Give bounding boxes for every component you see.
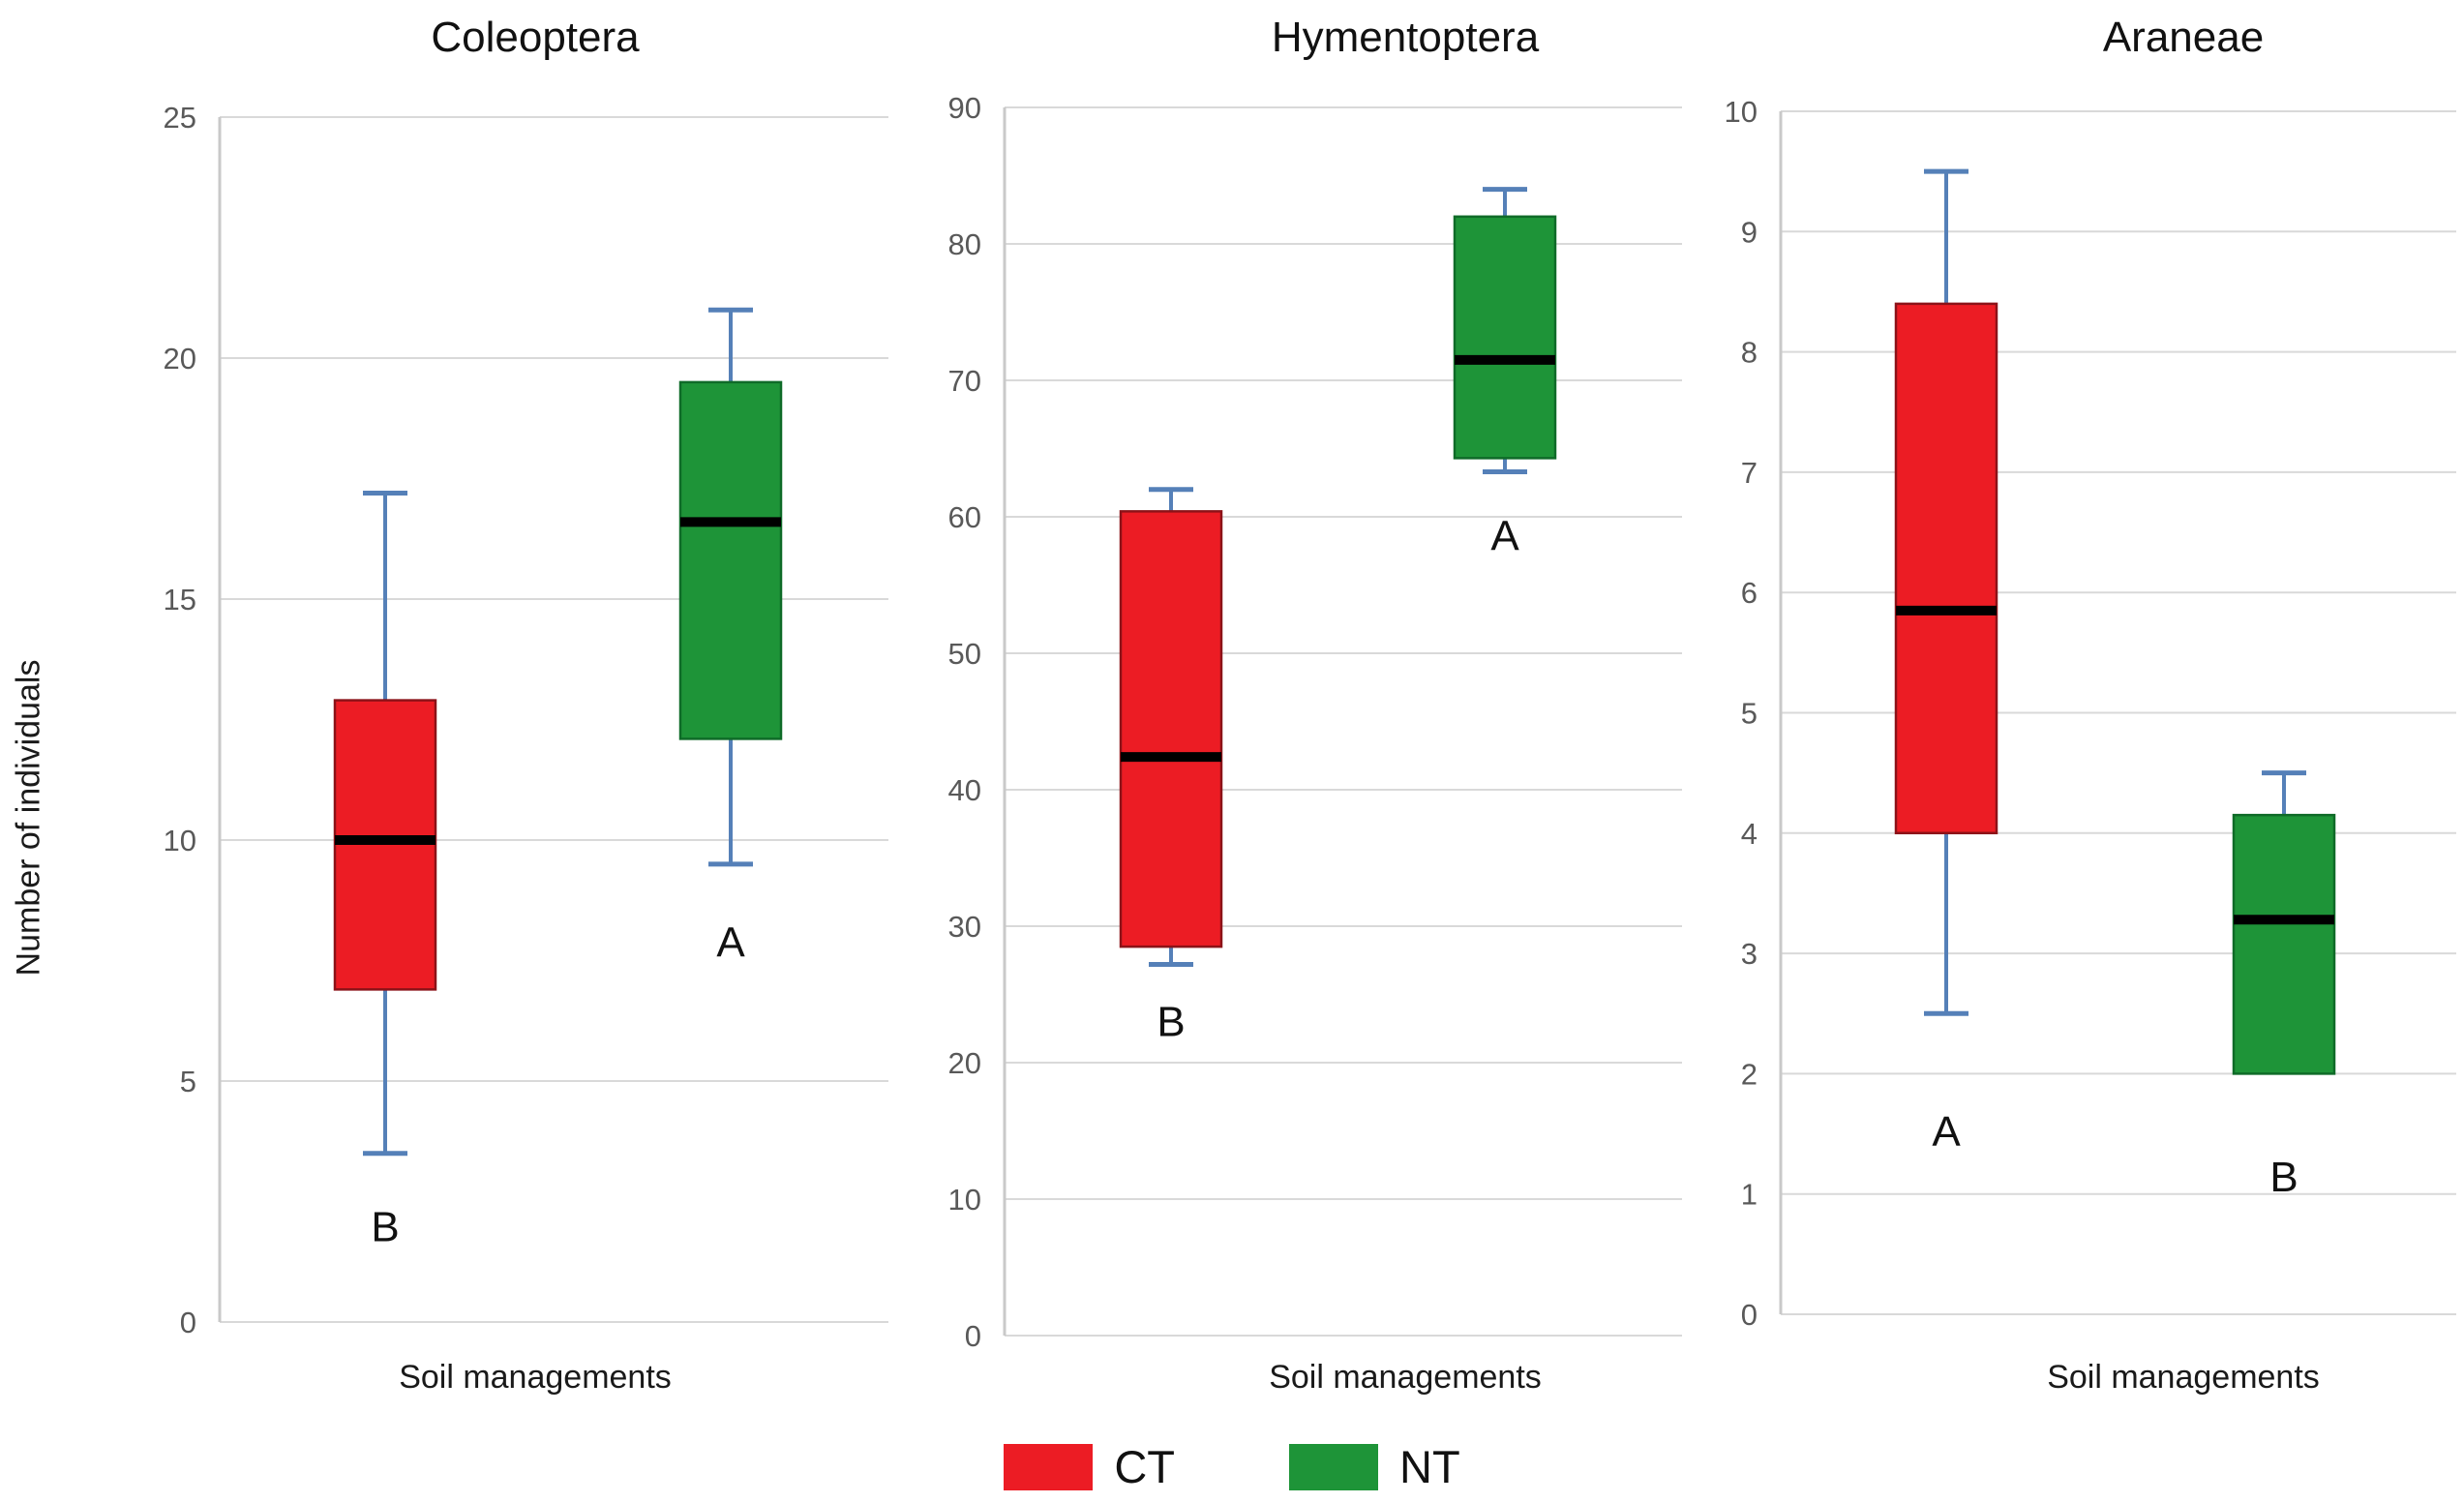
y-tick-label-hymentoptera-50: 50 (948, 637, 981, 671)
y-tick-label-araneae-0: 0 (1741, 1298, 1758, 1332)
iqr-box-nt-coleoptera (678, 380, 783, 740)
y-tick-label-araneae-6: 6 (1741, 576, 1758, 610)
panel-title-coleoptera: Coleoptera (431, 14, 640, 61)
y-tick-label-hymentoptera-90: 90 (948, 91, 981, 125)
legend-label-ct: CT (1114, 1441, 1175, 1492)
box-series-nt-coleoptera: A (678, 307, 783, 967)
significance-label-ct-coleoptera: B (371, 1203, 399, 1250)
box-series-nt-hymentoptera: A (1453, 187, 1557, 559)
legend-item-ct: CT (1004, 1440, 1175, 1493)
x-axis-title-hymentoptera: Soil managements (1269, 1359, 1542, 1396)
legend-swatch-nt (1289, 1443, 1378, 1490)
y-tick-label-hymentoptera-60: 60 (948, 500, 981, 534)
iqr-box-ct-araneae (1894, 302, 1998, 835)
panel-plot-hymentoptera: 0 10 20 30 40 50 60 70 80 90 B A (948, 91, 1682, 1353)
panel-title-hymentoptera: Hymentoptera (1271, 14, 1540, 61)
x-axis-title-araneae: Soil managements (2047, 1359, 2320, 1396)
y-tick-label-araneae-7: 7 (1741, 456, 1758, 490)
significance-label-nt-coleoptera: A (716, 919, 745, 967)
panel-plot-araneae: 0 1 2 3 4 5 6 7 8 9 10 A B (1725, 95, 2456, 1332)
y-tick-label-coleoptera-15: 15 (164, 583, 196, 616)
legend-swatch-ct (1004, 1443, 1094, 1490)
panel-title-araneae: Araneae (2102, 14, 2265, 61)
legend-label-nt: NT (1399, 1441, 1460, 1492)
y-tick-label-hymentoptera-20: 20 (948, 1046, 981, 1080)
y-tick-label-araneae-1: 1 (1741, 1178, 1758, 1212)
y-tick-label-coleoptera-20: 20 (164, 342, 196, 376)
x-axis-title-coleoptera: Soil managements (399, 1359, 672, 1396)
iqr-box-nt-araneae (2232, 813, 2336, 1075)
y-tick-label-araneae-9: 9 (1741, 215, 1758, 249)
y-tick-label-hymentoptera-0: 0 (965, 1319, 981, 1353)
significance-label-ct-hymentoptera: B (1157, 998, 1185, 1045)
box-series-ct-hymentoptera: B (1119, 487, 1223, 1045)
y-tick-label-hymentoptera-80: 80 (948, 227, 981, 261)
y-tick-label-araneae-3: 3 (1741, 937, 1758, 971)
y-tick-label-hymentoptera-40: 40 (948, 773, 981, 807)
significance-label-ct-araneae: A (1932, 1108, 1961, 1156)
significance-label-nt-hymentoptera: A (1490, 512, 1519, 559)
y-tick-label-araneae-8: 8 (1741, 336, 1758, 370)
significance-label-nt-araneae: B (2269, 1154, 2298, 1201)
y-tick-label-coleoptera-0: 0 (180, 1306, 196, 1339)
y-tick-label-hymentoptera-30: 30 (948, 910, 981, 944)
y-tick-label-hymentoptera-70: 70 (948, 364, 981, 398)
y-tick-label-coleoptera-5: 5 (180, 1065, 196, 1098)
y-tick-label-coleoptera-10: 10 (164, 824, 196, 857)
box-series-ct-coleoptera: B (333, 490, 437, 1250)
iqr-box-ct-hymentoptera (1119, 510, 1223, 948)
box-series-ct-araneae: A (1894, 168, 1998, 1156)
panel-plot-coleoptera: 0 5 10 15 20 25 B A (164, 101, 888, 1339)
iqr-box-nt-hymentoptera (1453, 215, 1557, 460)
y-tick-label-hymentoptera-10: 10 (948, 1183, 981, 1217)
y-tick-label-araneae-10: 10 (1725, 95, 1758, 129)
legend-item-nt: NT (1289, 1440, 1460, 1493)
y-tick-label-coleoptera-25: 25 (164, 101, 196, 135)
legend: CT NT (0, 1440, 2464, 1493)
y-tick-label-araneae-5: 5 (1741, 697, 1758, 731)
y-axis-title: Number of individuals (10, 659, 47, 977)
y-tick-label-araneae-2: 2 (1741, 1057, 1758, 1091)
y-tick-label-araneae-4: 4 (1741, 817, 1758, 851)
box-series-nt-araneae: B (2232, 770, 2336, 1201)
